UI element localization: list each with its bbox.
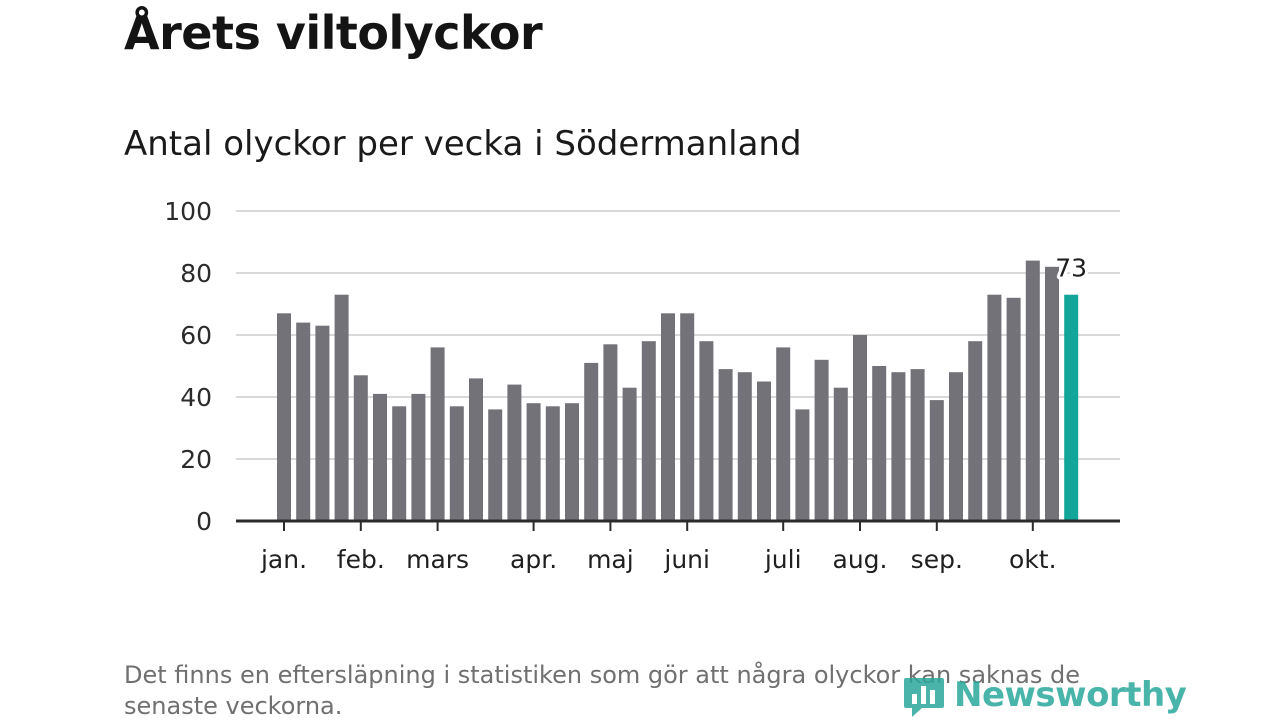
bar	[469, 378, 483, 521]
bar	[1006, 297, 1021, 521]
bar	[296, 322, 311, 521]
bar	[507, 384, 522, 521]
bar	[622, 387, 637, 521]
month-label: juli	[764, 545, 802, 574]
bar	[795, 409, 810, 521]
month-label: feb.	[337, 545, 385, 574]
highlight-bar	[1064, 294, 1079, 521]
bar	[833, 387, 848, 521]
month-label: maj	[587, 545, 634, 574]
y-tick-label: 60	[180, 321, 212, 350]
y-tick-label: 100	[164, 197, 212, 226]
bar	[411, 393, 426, 521]
bar	[776, 347, 791, 521]
bars	[277, 260, 1079, 521]
bar	[584, 362, 599, 521]
bar	[891, 372, 906, 521]
month-label: jan.	[260, 545, 307, 574]
bar	[641, 341, 656, 521]
bar	[545, 406, 560, 521]
chart-title: Årets viltolyckor	[124, 6, 543, 60]
bar	[699, 341, 714, 521]
y-tick-label: 20	[180, 445, 212, 474]
month-label: sep.	[911, 545, 963, 574]
bar	[968, 341, 983, 521]
bar	[392, 406, 407, 521]
bar	[814, 359, 829, 521]
month-label: apr.	[510, 545, 557, 574]
newsworthy-logo[interactable]: Newsworthy	[902, 672, 1187, 718]
bar	[373, 393, 387, 521]
bar	[1025, 260, 1040, 521]
y-tick-label: 80	[180, 259, 212, 288]
y-tick-label: 0	[196, 507, 212, 536]
bar	[929, 400, 944, 521]
bar	[910, 369, 925, 521]
bar	[353, 375, 368, 521]
bar	[661, 313, 675, 521]
month-label: aug.	[833, 545, 888, 574]
bar	[853, 335, 867, 521]
bar	[987, 294, 1002, 521]
bar	[488, 409, 503, 521]
bar	[1045, 266, 1059, 521]
bar	[430, 347, 445, 521]
data-labels: 73	[1052, 251, 1090, 286]
bar	[334, 294, 349, 521]
y-tick-label: 40	[180, 383, 212, 412]
chart-subtitle: Antal olyckor per vecka i Södermanland	[124, 124, 802, 164]
logo-text: Newsworthy	[954, 675, 1187, 715]
bar	[449, 406, 464, 521]
bar	[872, 366, 887, 521]
bar	[526, 403, 541, 521]
bar	[680, 313, 695, 521]
month-label: okt.	[1009, 545, 1057, 574]
bar	[315, 325, 330, 521]
bar-chart: 0 20 40 60 80 100 jan. feb. mars apr. maj juni juli…	[164, 197, 1120, 574]
bar	[757, 381, 771, 521]
x-axis: jan. feb. mars apr. maj juni juli aug. sep. okt.	[236, 519, 1120, 574]
bar	[737, 372, 752, 521]
bar	[718, 369, 733, 521]
bar	[277, 313, 291, 521]
chart-icon	[904, 678, 944, 717]
month-label: mars	[406, 545, 469, 574]
highlight-value-label: 73	[1055, 254, 1087, 283]
y-axis-labels: 0 20 40 60 80 100	[164, 197, 212, 536]
month-label: juni	[663, 545, 710, 574]
bar	[949, 372, 963, 521]
bar	[565, 403, 579, 521]
bar	[603, 344, 618, 521]
